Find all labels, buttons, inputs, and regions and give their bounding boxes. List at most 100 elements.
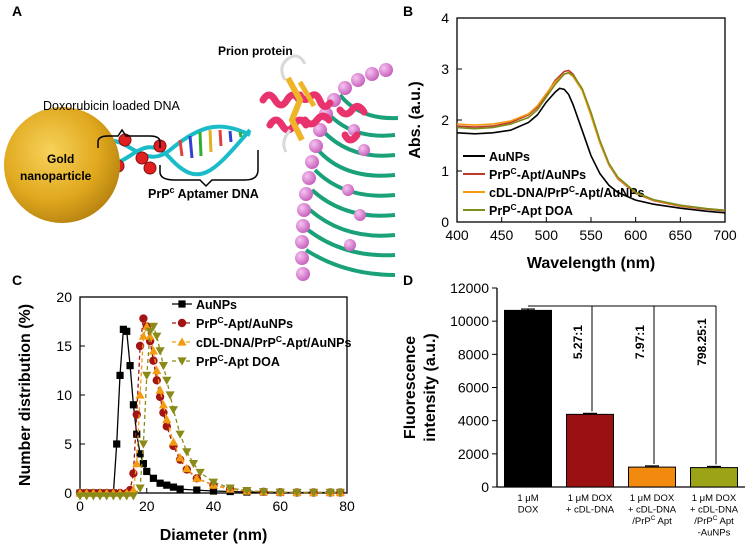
data-point (158, 362, 169, 371)
data-point (193, 486, 201, 494)
bar-1 (566, 413, 614, 488)
y-tick-label: 2000 (458, 446, 489, 462)
data-point (152, 365, 162, 375)
category-label-3: + cDL-DNA (690, 505, 739, 516)
data-point (309, 488, 319, 498)
y-axis-label-line1: Fluorescence (402, 336, 419, 439)
data-point (139, 460, 148, 468)
series-markers-3 (75, 322, 345, 501)
gold-label-line1: Gold (47, 152, 74, 166)
data-point (75, 492, 85, 501)
data-point (115, 492, 125, 501)
data-point (292, 488, 302, 498)
x-tick-label: 650 (669, 227, 693, 243)
data-point (88, 492, 98, 501)
data-point (142, 371, 152, 380)
data-point (225, 484, 235, 493)
data-point (126, 362, 134, 370)
category-label-3: /PrPC Apt (694, 515, 734, 527)
chart-b-absorbance: 400 450 500 550 600 650 700 0 1 2 3 4 Wavelength (nm… (407, 10, 737, 272)
x-tick-label: 600 (624, 227, 648, 243)
data-point (188, 460, 199, 469)
schematic-illustration: Prion protein Doxorubicin loaded DNA Gol… (4, 44, 400, 285)
legend-marker-0 (178, 300, 186, 308)
data-point (275, 488, 285, 497)
x-tick-label: 80 (339, 498, 355, 514)
data-point (258, 488, 269, 497)
gold-nanoparticle (4, 107, 120, 223)
y-tick-label: 20 (56, 289, 72, 305)
data-point (165, 391, 175, 400)
data-point (138, 440, 149, 449)
data-point (152, 332, 162, 341)
y-axis-label-line2: intensity (a.u.) (422, 333, 439, 441)
x-tick-label: 450 (490, 227, 514, 243)
bar-2 (628, 466, 676, 488)
ratio-label-3: 798.25:1 (695, 318, 709, 366)
ratio-label-2: 7.97:1 (633, 325, 647, 359)
data-point (163, 481, 171, 489)
category-label-2: /PrPC Apt (632, 515, 672, 527)
data-point (162, 376, 172, 385)
data-point (175, 453, 185, 462)
y-axis-label: Abs. (a.u.) (407, 81, 424, 158)
data-point (149, 474, 158, 482)
data-point (242, 486, 252, 496)
category-label-3: 1 μM DOX (692, 493, 737, 504)
y-tick-label: 15 (56, 338, 72, 354)
y-tick-label: 12000 (450, 280, 489, 296)
y-tick-label: 0 (481, 479, 489, 495)
panel-label-b: B (403, 3, 414, 19)
ratio-label-1: 5.27:1 (571, 325, 585, 359)
data-point (155, 347, 165, 356)
data-point (325, 488, 335, 498)
data-point (145, 327, 155, 336)
data-point (208, 478, 219, 487)
data-point (158, 400, 169, 409)
chart-d-fluorescence: 0 2000 4000 6000 8000 10000 12000 Fluorescence i… (402, 280, 745, 539)
data-point (138, 331, 149, 340)
data-point (82, 492, 92, 501)
series-markers-0 (76, 325, 344, 497)
data-point (195, 468, 205, 478)
gold-label-line2: nanoparticle (20, 169, 92, 183)
data-point (133, 430, 141, 438)
x-tick-label: 500 (535, 227, 559, 243)
y-tick-label: 3 (441, 61, 449, 77)
data-point (135, 390, 145, 399)
data-point (182, 463, 192, 473)
legend-label-3: PrPC-Apt DOA (196, 353, 280, 369)
bar-3 (690, 467, 738, 488)
bar-0 (504, 309, 552, 488)
data-point (95, 492, 105, 501)
series-line-3 (456, 71, 726, 212)
x-axis-label: Diameter (nm) (160, 527, 268, 544)
y-tick-label: 10 (56, 387, 72, 403)
y-tick-label: 0 (64, 485, 72, 501)
x-tick-label: 550 (579, 227, 603, 243)
data-point (102, 492, 112, 501)
legend-marker-3 (177, 357, 187, 366)
data-point (143, 467, 151, 476)
data-point (148, 322, 159, 331)
y-tick-label: 10000 (450, 313, 489, 329)
y-tick-label: 4 (441, 10, 449, 26)
legend-label-0: AuNPs (196, 298, 237, 312)
data-point (113, 440, 121, 448)
x-tick-label: 60 (272, 498, 288, 514)
legend-label-2: cDL-DNA/PrPC-Apt/AuNPs (196, 334, 352, 350)
panel-label-c: C (12, 272, 23, 288)
category-label-2: 1 μM DOX (630, 493, 675, 504)
prion-protein-label: Prion protein (218, 44, 293, 58)
data-point (152, 376, 161, 385)
legend-marker-1 (177, 318, 187, 328)
x-tick-label: 0 (76, 498, 84, 514)
legend-label-1: PrPC-Apt/AuNPs (489, 166, 586, 182)
legend-label-1: PrPC-Apt/AuNPs (196, 315, 293, 331)
data-point (168, 406, 179, 415)
data-point (123, 327, 131, 335)
category-label-0: DOX (518, 505, 539, 516)
data-point (139, 314, 148, 323)
x-tick-label: 400 (445, 227, 469, 243)
y-tick-label: 5 (64, 436, 72, 452)
